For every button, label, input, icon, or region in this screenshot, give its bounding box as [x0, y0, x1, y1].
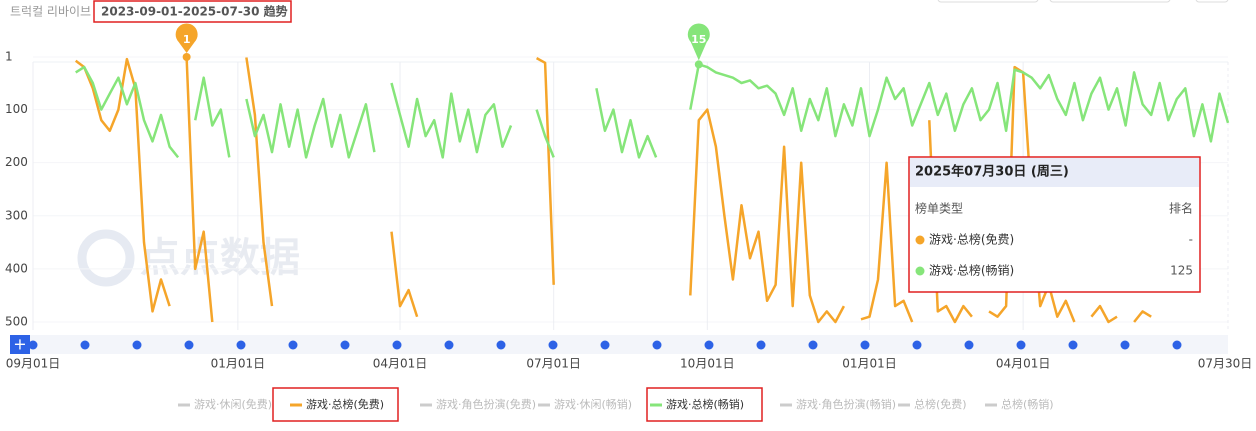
y-tick-label: 1 [5, 50, 13, 64]
best-pin-label: 1 [183, 33, 191, 46]
legend-label: 总榜(畅销) [1001, 397, 1054, 411]
tooltip-row-value: - [1189, 233, 1193, 247]
y-tick-label: 200 [5, 155, 28, 169]
watermark-text: 点点数据 [140, 235, 300, 281]
top-button[interactable] [1195, 0, 1229, 3]
slider-plus[interactable]: + [13, 335, 26, 354]
legend-item[interactable]: 游戏·总榜(免费) [290, 397, 384, 411]
slider-dot [236, 340, 246, 350]
best-pin [687, 23, 710, 61]
slider-handle[interactable] [10, 335, 30, 354]
slider-track[interactable] [10, 335, 1228, 354]
tooltip-title: 2025年07月30日 (周三) [915, 164, 1069, 180]
legend-label: 游戏·休闲(免费) [194, 397, 272, 411]
tooltip-dot [915, 266, 925, 276]
tooltip-row-value: 125 [1170, 264, 1193, 278]
legend-item[interactable]: 游戏·角色扮演(畅销) [780, 397, 896, 411]
legend-label: 游戏·角色扮演(畅销) [796, 397, 896, 411]
legend-label: 游戏·总榜(免费) [306, 397, 384, 411]
slider-dot [912, 340, 922, 350]
x-tick-label: 07月30日 [1198, 357, 1253, 371]
chart-title: 2023-09-01-2025-07-30 趋势 [101, 4, 288, 19]
legend-item[interactable]: 游戏·总榜(畅销) [650, 397, 744, 411]
x-tick-label: 01月01日 [211, 357, 266, 371]
tooltip-col: 榜单类型 [915, 201, 963, 216]
slider-dot [1016, 340, 1026, 350]
slider-dot [704, 340, 714, 350]
legend-label: 总榜(免费) [914, 397, 967, 411]
legend-item[interactable]: 游戏·休闲(畅销) [538, 397, 632, 411]
slider-dot [288, 340, 298, 350]
y-tick-label: 500 [5, 315, 28, 329]
legend-item[interactable]: 总榜(免费) [898, 397, 967, 411]
slider-dot [860, 340, 870, 350]
best-pin-label: 15 [691, 33, 706, 46]
slider-dot [964, 340, 974, 350]
y-tick-label: 400 [5, 261, 28, 275]
tooltip-col: 排名 [1169, 201, 1193, 216]
x-tick-label: 01月01日 [842, 357, 897, 371]
slider-dot [1120, 340, 1130, 350]
legend-label: 游戏·总榜(畅销) [666, 397, 744, 411]
legend-item[interactable]: 总榜(畅销) [985, 397, 1054, 411]
best-point [182, 53, 191, 61]
slider-dot [1172, 340, 1182, 350]
x-tick-label: 04月01日 [996, 357, 1051, 371]
legend-label: 游戏·角色扮演(免费) [436, 397, 536, 411]
legend-item[interactable]: 游戏·角色扮演(免费) [420, 397, 536, 411]
slider-dot [756, 340, 766, 350]
tooltip-dot [915, 235, 925, 245]
tooltip-row-name: 游戏·总榜(免费) [929, 232, 1014, 247]
x-tick-label: 04月01日 [373, 357, 428, 371]
slider-dot [392, 340, 402, 350]
highlight-box [646, 387, 763, 422]
series-line [75, 63, 1230, 159]
slider-dot [80, 340, 90, 350]
legend-label: 游戏·休闲(畅销) [554, 397, 632, 411]
slider-dot [548, 340, 558, 350]
slider-dot [184, 340, 194, 350]
slider-dot [496, 340, 506, 350]
best-point [694, 60, 703, 69]
slider-dot [1068, 340, 1078, 350]
y-tick-label: 100 [5, 102, 28, 116]
highlight-box [272, 387, 399, 422]
slider-dot [28, 340, 38, 350]
tooltip: 2025年07月30日 (周三) 榜单类型 排名 游戏·总榜(免费) - 游戏·总榜… [908, 156, 1201, 293]
top-button[interactable] [937, 0, 1039, 3]
top-button[interactable] [1049, 0, 1171, 3]
watermark: 点点数据 [77, 229, 300, 287]
watermark-logo [77, 229, 135, 287]
slider-dot [132, 340, 142, 350]
slider-dot [444, 340, 454, 350]
x-tick-label: 10月01日 [680, 357, 735, 371]
legend-item[interactable]: 游戏·休闲(免费) [178, 397, 272, 411]
highlight-box [93, 0, 292, 23]
x-tick-label: 09月01日 [6, 357, 61, 371]
slider-dot [652, 340, 662, 350]
slider-dot [600, 340, 610, 350]
slider-dot [340, 340, 350, 350]
slider-dot [808, 340, 818, 350]
app-name: 트럭컬 리바이브 [10, 5, 91, 19]
tooltip-header [910, 158, 1199, 187]
tooltip-row-name: 游戏·总榜(畅销) [929, 263, 1014, 278]
x-tick-label: 07月01日 [526, 357, 581, 371]
y-tick-label: 300 [5, 208, 28, 222]
best-pin [175, 23, 198, 53]
